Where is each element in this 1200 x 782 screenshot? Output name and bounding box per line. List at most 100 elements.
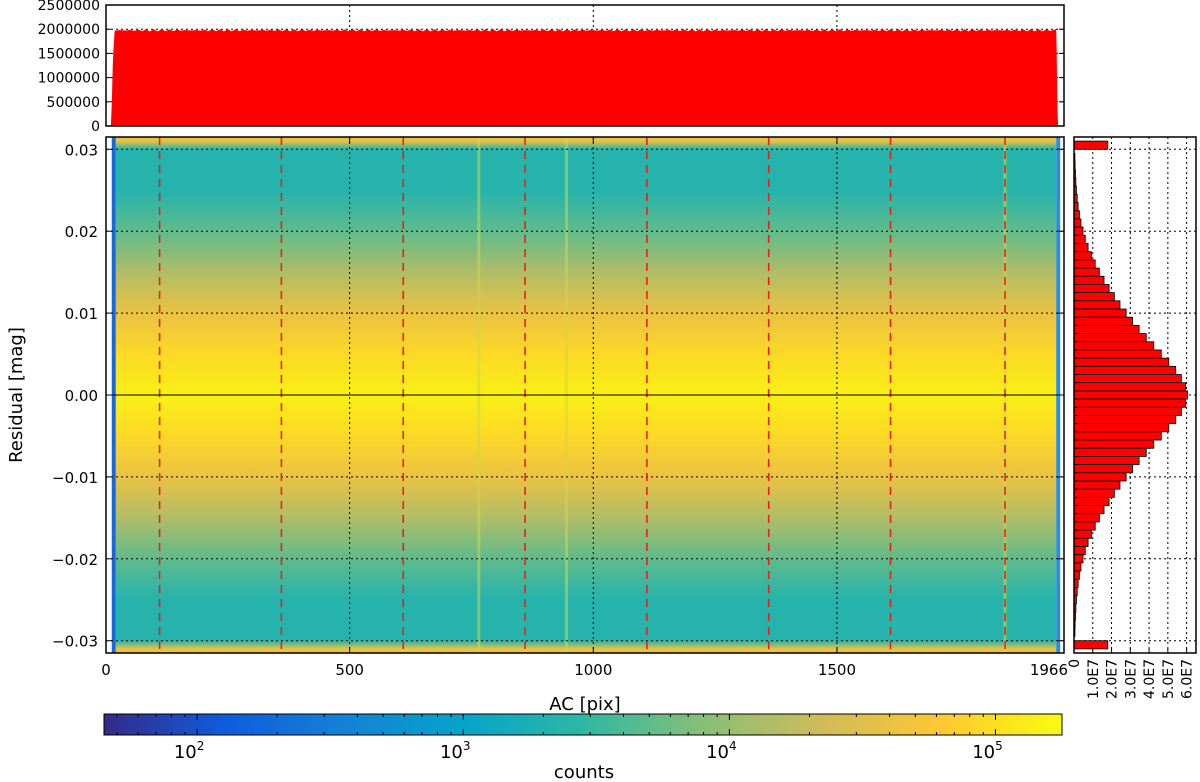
heatmap-panel: 0 500 1000 1500 1966 −0.03 −0.02 −0.01 0.00 0.01…: [6, 136, 1068, 715]
right-histogram-bar: [1073, 570, 1080, 580]
right-histogram-bar: [1073, 300, 1121, 310]
colorbar-ticks: 102 103 104 105: [116, 714, 1003, 763]
top-y-tick-label: 0: [91, 119, 100, 135]
right-histogram-bar: [1073, 341, 1155, 351]
colorbar-tick-exponent: 5: [995, 739, 1003, 753]
top-histogram-bars: [110, 29, 1059, 127]
right-histogram-bar: [1073, 382, 1187, 392]
heatmap-x-tick-label: 1500: [818, 661, 856, 679]
colorbar-tick-base: 10: [972, 742, 995, 763]
right-histogram-bar: [1073, 513, 1100, 523]
heatmap-y-ticks: −0.03 −0.02 −0.01 0.00 0.01 0.02 0.03: [52, 141, 1064, 651]
colorbar-gradient: [103, 713, 1063, 736]
right-histogram-bar: [1073, 243, 1089, 253]
top-histogram-frame: [105, 4, 1065, 127]
right-histogram-bar: [1073, 275, 1105, 285]
right-x-tick-label: 0: [1067, 659, 1083, 668]
top-y-tick-label: 500000: [47, 95, 100, 111]
right-histogram-bar: [1073, 423, 1170, 433]
right-histogram-bar: [1073, 464, 1133, 474]
right-x-tick-label: 5.0E7: [1161, 659, 1177, 699]
right-histogram-bar: [1073, 324, 1140, 334]
right-histogram-bar: [1073, 554, 1084, 564]
heatmap-x-label: AC [pix]: [549, 694, 620, 715]
colorbar-tick-label: 102: [174, 739, 205, 763]
right-histogram-bar: [1073, 431, 1162, 441]
heatmap-y-label: Residual [mag]: [6, 327, 27, 463]
right-histogram-bar: [1073, 251, 1092, 261]
colorbar: 102 103 104 105 counts: [103, 713, 1063, 782]
right-histogram-bar: [1073, 259, 1096, 269]
right-histogram-bar: [1073, 537, 1089, 547]
colorbar-tick-label: 104: [706, 739, 737, 763]
right-histogram-bar: [1073, 349, 1162, 359]
heatmap-y-tick-label: 0.00: [65, 387, 98, 405]
right-histogram-bar: [1073, 480, 1121, 490]
heatmap-y-tick-label: −0.01: [52, 469, 98, 487]
right-histogram-bar: [1073, 398, 1187, 408]
right-histogram-bar: [1073, 488, 1115, 498]
right-histogram-bar: [1073, 456, 1140, 466]
right-histogram-bars: [1073, 140, 1188, 650]
colorbar-tick-label: 103: [440, 739, 471, 763]
right-histogram-bar: [1073, 316, 1133, 326]
heatmap-x-tick-label: 500: [335, 661, 364, 679]
right-histogram-bar: [1073, 218, 1082, 228]
heatmap-y-tick-label: −0.03: [52, 633, 98, 651]
right-histogram-bar: [1073, 447, 1147, 457]
heatmap-frame: [105, 136, 1065, 654]
right-histogram-bar: [1073, 284, 1110, 294]
right-histogram-bar: [1073, 562, 1082, 572]
right-histogram-bar: [1073, 374, 1182, 384]
top-y-tick-label: 2500000: [38, 0, 100, 14]
right-histogram-bar: [1073, 333, 1147, 343]
colorbar-label: counts: [554, 762, 614, 782]
right-histogram-bar: [1073, 210, 1080, 220]
heatmap-x-ticks: 0 500 1000 1500 1966: [101, 137, 1068, 679]
heatmap-x-tick-label: 0: [101, 661, 111, 679]
right-histogram-bar: [1073, 640, 1109, 650]
colorbar-tick-exponent: 3: [463, 739, 471, 753]
right-histogram-bar: [1073, 140, 1109, 150]
right-histogram-bar: [1073, 226, 1084, 236]
right-x-tick-label: 1.0E7: [1086, 659, 1102, 699]
right-histogram-bar: [1073, 406, 1182, 416]
right-histogram-bar: [1073, 529, 1092, 539]
right-histogram-bar: [1073, 234, 1086, 244]
right-histogram-bar: [1073, 357, 1170, 367]
right-histogram-bar: [1073, 472, 1127, 482]
right-histogram-bar: [1073, 505, 1105, 515]
heatmap-y-tick-label: 0.02: [65, 223, 98, 241]
right-histogram-bar: [1073, 267, 1100, 277]
top-y-tick-label: 2000000: [38, 22, 100, 38]
right-histogram-bar: [1073, 365, 1177, 375]
colorbar-tick-base: 10: [174, 742, 197, 763]
colorbar-tick-base: 10: [706, 742, 729, 763]
right-histogram: 0 1.0E7 2.0E7 3.0E7 4.0E7 5.0E7 6.0E7: [1067, 136, 1197, 699]
colorbar-tick-exponent: 2: [197, 739, 205, 753]
heatmap-y-tick-label: −0.02: [52, 551, 98, 569]
colorbar-tick-label: 105: [972, 739, 1003, 763]
right-histogram-bar: [1073, 496, 1110, 506]
right-histogram-bar: [1073, 308, 1127, 318]
heatmap-y-tick-label: 0.01: [65, 305, 98, 323]
top-histogram-y-ticks: 0 500000 1000000 1500000 2000000 2500000: [38, 0, 1064, 135]
right-histogram-bar: [1073, 546, 1086, 556]
right-histogram-x-ticks: 0 1.0E7 2.0E7 3.0E7 4.0E7 5.0E7 6.0E7: [1067, 648, 1196, 699]
right-histogram-bar: [1073, 439, 1155, 449]
heatmap-x-tick-label: 1000: [574, 661, 612, 679]
colorbar-tick-exponent: 4: [729, 739, 737, 753]
top-y-tick-label: 1500000: [38, 46, 100, 62]
right-histogram-grid: [1074, 137, 1196, 653]
heatmap-x-tick-label: 1966: [1030, 661, 1068, 679]
right-x-tick-label: 6.0E7: [1180, 659, 1196, 699]
right-histogram-bar: [1073, 521, 1096, 531]
right-histogram-bar: [1073, 292, 1115, 302]
right-histogram-bar: [1073, 390, 1188, 400]
top-y-tick-label: 1000000: [38, 71, 100, 87]
right-histogram-frame: [1073, 136, 1197, 654]
right-x-tick-label: 3.0E7: [1123, 659, 1139, 699]
heatmap-y-tick-label: 0.03: [65, 141, 98, 159]
colorbar-tick-base: 10: [440, 742, 463, 763]
